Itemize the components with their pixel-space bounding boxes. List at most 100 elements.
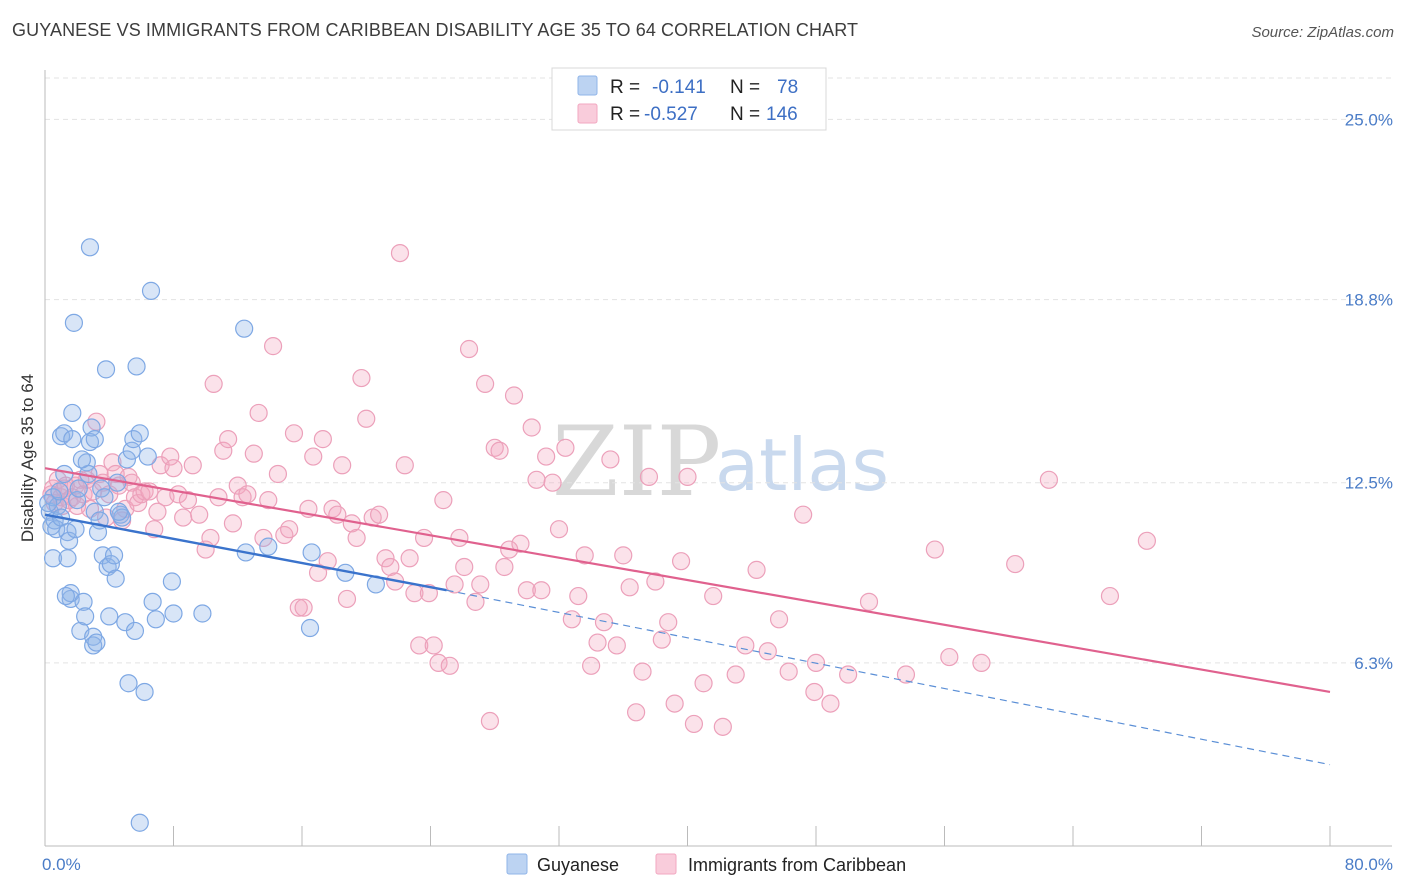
point-guyanese [112,508,132,527]
point-guyanese [66,520,85,539]
point-caribbean [268,464,288,484]
point-guyanese [82,418,101,437]
point-caribbean [490,441,509,460]
y-tick-label: 12.5% [1345,474,1393,493]
y-tick-label: 6.3% [1354,654,1393,673]
point-guyanese [85,430,104,449]
point-caribbean [434,491,453,510]
point-caribbean [164,459,183,478]
point-caribbean [174,508,193,527]
point-caribbean [313,430,332,449]
point-guyanese [122,441,141,460]
point-caribbean [620,578,639,597]
chart-title: GUYANESE VS IMMIGRANTS FROM CARIBBEAN DI… [12,20,859,40]
point-caribbean [183,456,202,475]
point-caribbean [747,560,766,579]
point-caribbean [376,549,395,568]
point-caribbean [204,374,223,393]
point-caribbean [347,528,366,548]
point-guyanese [68,491,87,510]
point-guyanese [80,432,100,452]
point-caribbean [594,613,614,632]
trend-line-caribbean [44,467,1331,694]
point-caribbean [400,549,419,568]
point-caribbean [659,613,678,632]
point-caribbean [582,656,601,675]
point-caribbean [896,665,916,684]
point-caribbean [678,467,697,486]
point-caribbean [254,528,273,548]
point-caribbean [1100,586,1120,606]
point-caribbean [1006,554,1025,574]
point-caribbean [238,485,257,504]
point-caribbean [259,491,278,510]
point-caribbean [445,575,464,594]
legend-r-value-2: -0.527 [644,104,698,125]
legend-r-label-2: R = [610,104,640,125]
point-caribbean [758,642,777,661]
point-caribbean [244,444,263,463]
point-caribbean [562,610,581,629]
source-credit: Source: ZipAtlas.com [1251,24,1394,41]
point-caribbean [337,589,357,609]
trend-line-guyanese-extrapolated [446,589,1331,766]
point-guyanese [69,479,88,498]
point-caribbean [726,665,745,684]
legend-n-value-1: 78 [777,77,798,98]
point-caribbean [214,441,233,460]
x-tick-labels: 0.0% 80.0% [42,855,1393,874]
point-caribbean [794,505,813,524]
point-caribbean [504,386,524,405]
point-caribbean [275,525,294,545]
point-caribbean [263,337,283,356]
point-caribbean [684,714,704,734]
point-caribbean [80,499,100,518]
watermark: ZIP atlas [552,406,889,518]
point-guyanese [56,586,75,606]
point-caribbean [280,520,299,539]
point-guyanese [162,572,181,591]
point-caribbean [148,502,167,521]
point-guyanese [130,424,149,443]
point-caribbean [736,636,755,655]
point-caribbean [639,467,659,486]
point-caribbean [575,546,594,565]
point-caribbean [517,581,536,600]
point-caribbean [190,505,209,524]
point-guyanese [130,813,149,832]
point-guyanese [141,281,161,300]
point-guyanese [63,403,82,423]
point-caribbean [671,552,691,571]
point-caribbean [633,662,652,681]
point-caribbean [511,534,530,553]
legend-r-label-1: R = [610,77,640,98]
point-guyanese [127,357,146,376]
point-caribbean [308,563,328,582]
point-caribbean [527,470,546,489]
point-caribbean [381,557,400,577]
point-caribbean [537,447,556,466]
point-guyanese [302,543,321,562]
point-caribbean [459,339,479,359]
watermark-atlas: atlas [715,423,889,507]
point-caribbean [769,610,789,629]
point-caribbean [522,418,541,437]
point-guyanese [96,360,116,379]
point-caribbean [424,636,443,655]
legend-r-value-1: -0.141 [652,77,706,98]
point-caribbean [161,447,180,466]
point-caribbean [543,473,562,492]
point-caribbean [103,453,122,472]
watermark-zip: ZIP [552,406,721,518]
point-guyanese [138,447,157,466]
point-guyanese [55,464,74,484]
point-caribbean [476,374,495,393]
y-tick-labels: 6.3% 12.5% 18.8% 25.0% [1345,110,1393,672]
point-caribbean [480,711,500,731]
point-caribbean [450,528,469,548]
point-caribbean [665,694,684,713]
trend-lines [44,467,1331,766]
legend: R = -0.141 N = 78 R = -0.527 N = 146 [551,67,827,131]
legend-swatch-guyanese [577,75,598,96]
point-caribbean [859,592,879,611]
